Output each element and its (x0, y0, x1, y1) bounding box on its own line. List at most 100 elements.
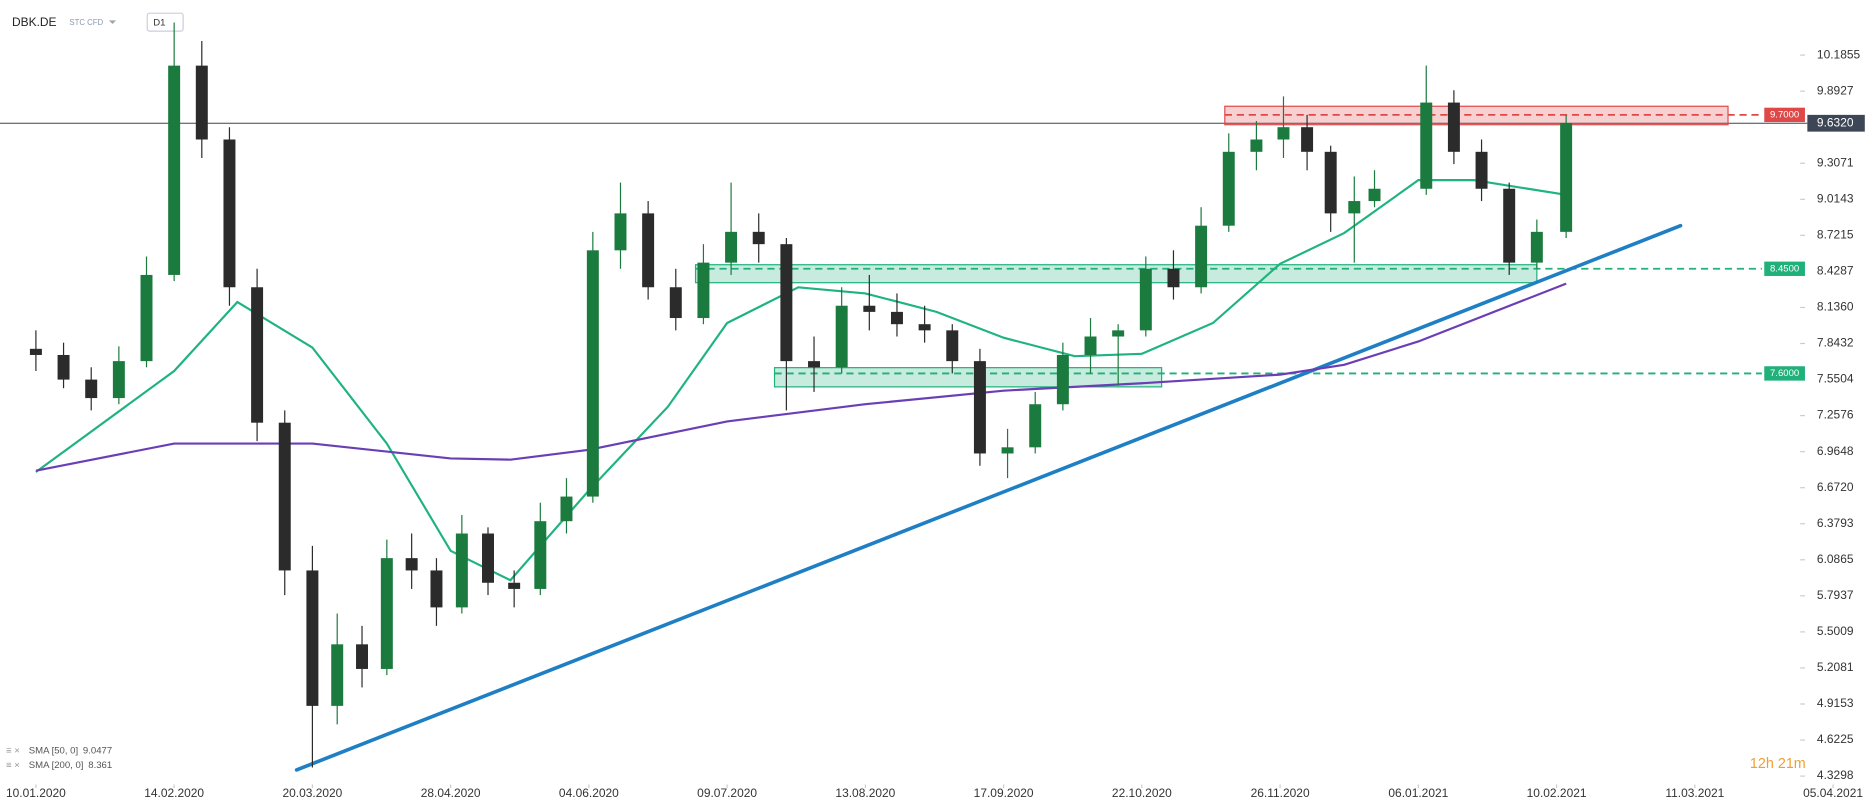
candle-body (1420, 102, 1433, 189)
x-tick-label: 05.04.2021 (1803, 786, 1863, 800)
legend-icon: ≡ × (6, 745, 20, 756)
candle-body (835, 305, 848, 368)
symbol[interactable]: DBK.DE (12, 15, 57, 29)
last-price-box (1807, 114, 1865, 132)
candle-body (534, 521, 547, 589)
candle-body (752, 231, 765, 245)
x-tick-label: 22.10.2020 (1112, 786, 1172, 800)
legend-icon: ≡ × (6, 760, 20, 771)
candle-body (29, 348, 42, 355)
candle-body (482, 533, 494, 583)
candle-body (1475, 151, 1488, 189)
candle-body (946, 330, 959, 362)
candle-body (380, 558, 393, 669)
y-tick-label: 8.7215 (1817, 228, 1854, 242)
y-tick-label: 4.9153 (1817, 696, 1854, 710)
candle-body (195, 65, 208, 140)
level-label: 8.4500 (1770, 263, 1799, 274)
candle-body (1084, 336, 1097, 355)
candle-body (1139, 268, 1152, 331)
y-tick-label: 8.4287 (1817, 264, 1854, 278)
legend-value: 9.0477 (83, 745, 112, 756)
countdown: 12h 21m (1750, 756, 1806, 772)
candle-body (1001, 447, 1014, 454)
candle-body (1167, 268, 1180, 288)
level-box (1764, 261, 1805, 276)
y-tick-label: 9.8927 (1817, 83, 1854, 97)
y-tick-label: 6.3793 (1817, 516, 1854, 530)
candle-body (1503, 188, 1516, 263)
candle-body (508, 582, 521, 589)
y-tick-label: 5.2081 (1817, 660, 1854, 674)
candle-body (669, 287, 682, 319)
candle-body (1368, 188, 1381, 202)
x-tick-label: 17.09.2020 (974, 786, 1034, 800)
candle-body (1560, 123, 1573, 232)
y-tick-label: 8.1360 (1817, 300, 1854, 314)
legend-value: 8.361 (88, 760, 112, 771)
candle-body (1447, 102, 1460, 152)
x-tick-label: 09.07.2020 (697, 786, 757, 800)
candle-body (1277, 127, 1290, 140)
x-tick-label: 11.03.2021 (1665, 786, 1724, 800)
candle-body (356, 644, 369, 669)
candle-body (168, 65, 181, 275)
instrument-type: STC CFD (69, 18, 103, 27)
candle-body (455, 533, 468, 608)
y-tick-label: 7.5504 (1817, 372, 1854, 386)
sma-line (35, 179, 1567, 582)
y-tick-label: 7.2576 (1817, 408, 1854, 422)
candle-body (780, 244, 793, 362)
legend-name: SMA [50, 0] (29, 745, 78, 756)
candle-body (808, 361, 821, 368)
x-tick-label: 06.01.2021 (1388, 786, 1448, 800)
candle-body (890, 311, 903, 325)
trendline (294, 223, 1683, 772)
y-tick-label: 6.0865 (1817, 552, 1854, 566)
legend-name: SMA [200, 0] (29, 760, 84, 771)
candle-body (642, 213, 655, 288)
candle-body (973, 361, 986, 454)
timeframe[interactable]: D1 (153, 17, 165, 28)
candle-body (614, 213, 627, 251)
candle-body (85, 379, 98, 399)
y-tick-label: 9.0143 (1817, 191, 1854, 205)
y-tick-label: 4.6225 (1817, 732, 1854, 746)
last-price-label: 9.6320 (1817, 115, 1854, 129)
candle-body (1222, 151, 1235, 226)
x-tick-label: 10.02.2021 (1527, 786, 1587, 800)
zone (694, 264, 1538, 284)
candle-body (725, 231, 738, 263)
y-tick-label: 5.5009 (1817, 624, 1854, 638)
level-box (1764, 107, 1805, 123)
candle-body (140, 274, 153, 362)
candle-body (1112, 330, 1125, 337)
y-tick-label: 10.1855 (1817, 47, 1861, 61)
sma-line (35, 282, 1567, 472)
level-box (1764, 366, 1805, 381)
candle-body (251, 287, 264, 423)
candle-body (1348, 201, 1361, 214)
y-tick-label: 7.8432 (1817, 336, 1854, 350)
candle-body (1056, 354, 1069, 405)
candle-body (863, 305, 876, 312)
candle-body (1530, 231, 1543, 263)
x-tick-label: 10.01.2020 (6, 786, 66, 800)
candle-body (57, 354, 70, 380)
candle-body (1324, 151, 1337, 214)
x-tick-label: 26.11.2020 (1251, 786, 1310, 800)
candle-body (112, 361, 125, 399)
level-label: 9.7000 (1770, 109, 1799, 120)
dropdown-arrow[interactable] (108, 20, 117, 24)
zone (773, 367, 1163, 388)
candle-body (278, 422, 291, 571)
candle-body (1195, 225, 1208, 288)
x-tick-label: 28.04.2020 (421, 786, 481, 800)
x-tick-label: 20.03.2020 (282, 786, 342, 800)
candle-body (405, 558, 418, 571)
candle-body (331, 644, 344, 706)
candle-body (1250, 139, 1263, 152)
candle-body (430, 570, 443, 608)
